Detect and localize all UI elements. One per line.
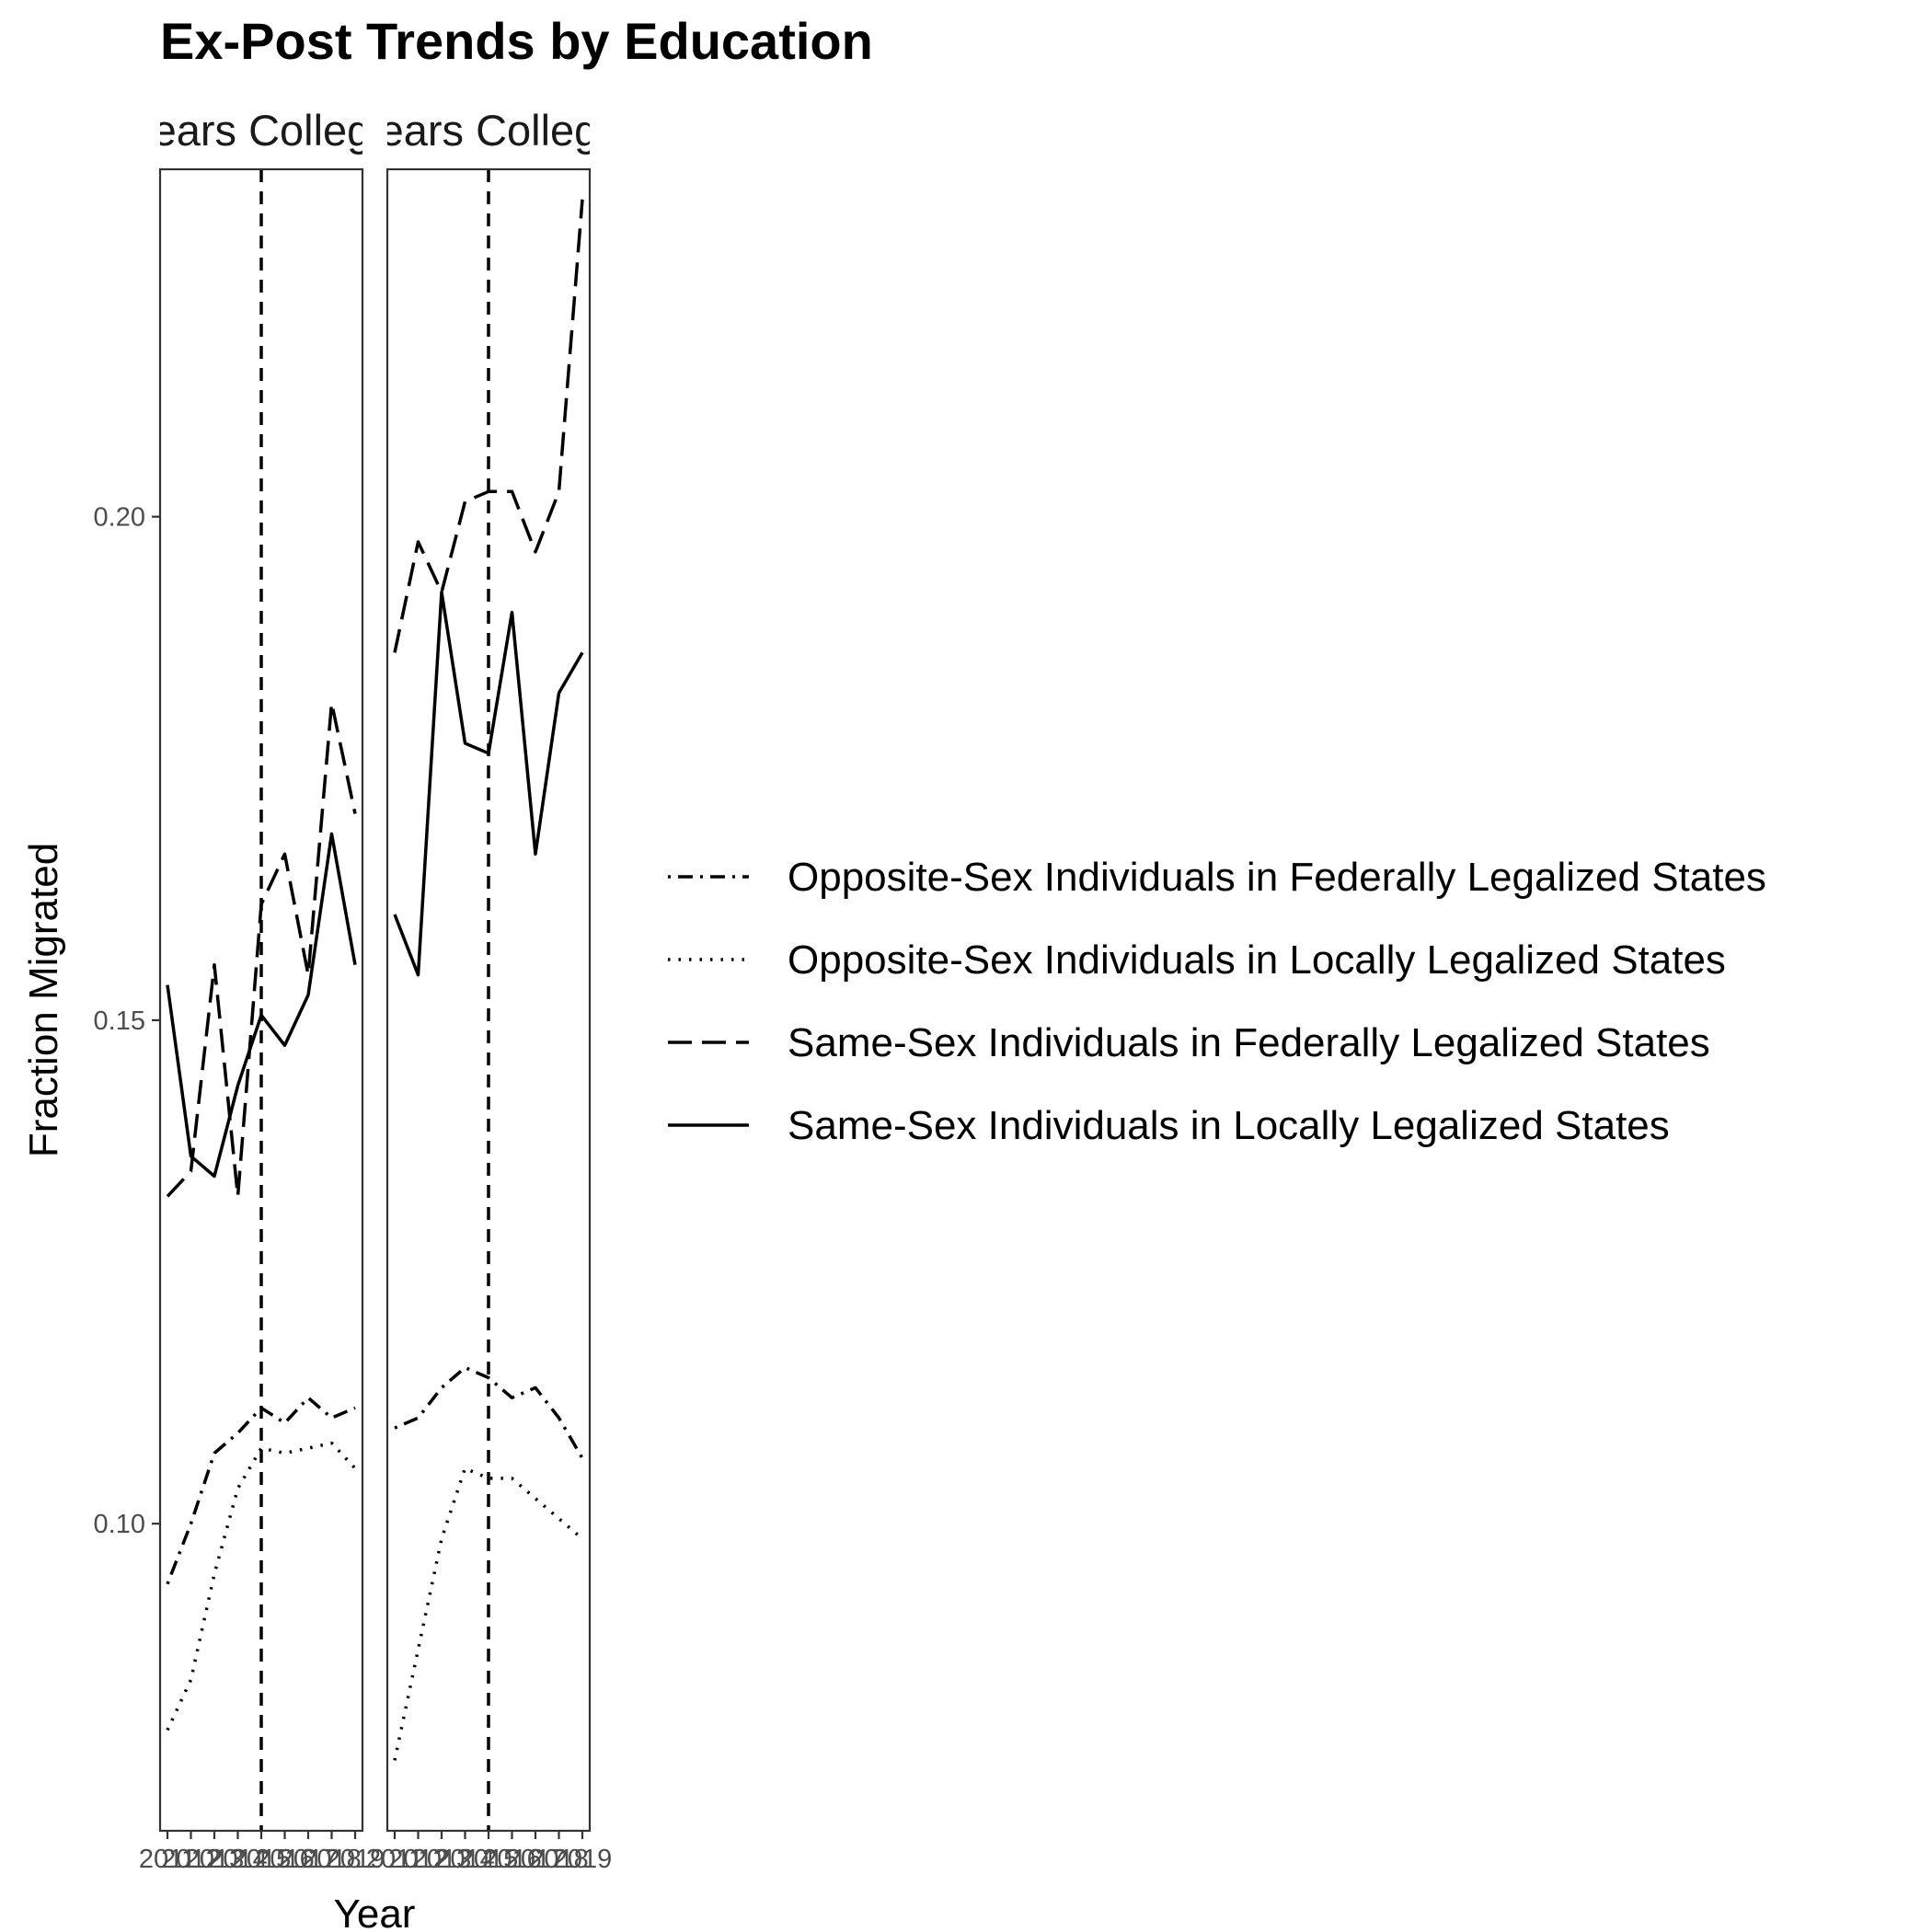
series-line bbox=[166, 1396, 356, 1585]
x-tick-label: 2015 bbox=[232, 1845, 292, 1874]
legend-label: Same-Sex Individuals in Locally Legalize… bbox=[788, 1103, 1670, 1148]
x-tick-label: 2014 bbox=[208, 1845, 268, 1874]
y-tick-label: 0.10 bbox=[94, 1510, 145, 1539]
series-line bbox=[393, 199, 584, 653]
facet-strip-label: Years College bbox=[355, 106, 623, 155]
legend-label: Opposite-Sex Individuals in Locally Lega… bbox=[788, 937, 1726, 983]
y-axis: 0.10 0.15 0.20 bbox=[94, 503, 160, 1539]
x-axis-label: Year bbox=[334, 1892, 416, 1932]
facet-panels: Years College201120122013201420152016201… bbox=[128, 106, 623, 1874]
x-tick-label: 2016 bbox=[255, 1845, 315, 1874]
facet-panel-1: Years College201120122013201420152016201… bbox=[128, 106, 396, 1874]
legend-label: Same-Sex Individuals in Federally Legali… bbox=[788, 1020, 1710, 1065]
x-tick-label: 2014 bbox=[435, 1845, 495, 1874]
legend-item: Opposite-Sex Individuals in Locally Lega… bbox=[668, 937, 1726, 983]
x-tick-label: 2017 bbox=[279, 1845, 339, 1874]
x-tick-label: 2013 bbox=[412, 1845, 472, 1874]
legend: Opposite-Sex Individuals in Federally Le… bbox=[668, 855, 1766, 1148]
x-tick-label: 2018 bbox=[302, 1845, 362, 1874]
legend-item: Same-Sex Individuals in Federally Legali… bbox=[668, 1020, 1710, 1065]
x-tick-label: 2017 bbox=[506, 1845, 566, 1874]
x-tick-label: 2018 bbox=[529, 1845, 589, 1874]
facet-strip-label: Years College bbox=[128, 106, 396, 155]
y-tick-label: 0.15 bbox=[94, 1006, 145, 1036]
y-tick-label: 0.20 bbox=[94, 503, 145, 533]
x-tick-label: 2019 bbox=[326, 1845, 385, 1874]
legend-item: Same-Sex Individuals in Locally Legalize… bbox=[668, 1103, 1670, 1148]
y-axis-label: Fraction Migrated bbox=[21, 843, 66, 1157]
series-line bbox=[394, 1365, 584, 1459]
x-tick-label: 2012 bbox=[388, 1845, 448, 1874]
x-tick-label: 2013 bbox=[185, 1845, 245, 1874]
x-tick-label: 2011 bbox=[366, 1845, 423, 1874]
x-tick-label: 2016 bbox=[482, 1845, 542, 1874]
x-tick-label: 2011 bbox=[139, 1845, 196, 1874]
series-line bbox=[393, 590, 584, 977]
legend-item: Opposite-Sex Individuals in Federally Le… bbox=[668, 855, 1766, 900]
x-tick-label: 2019 bbox=[553, 1845, 613, 1874]
chart-title: Ex-Post Trends by Education bbox=[160, 12, 873, 70]
legend-label: Opposite-Sex Individuals in Federally Le… bbox=[788, 855, 1766, 900]
x-tick-label: 2015 bbox=[459, 1845, 519, 1874]
facet-panel-2: Years College201120122013201420152016201… bbox=[355, 106, 623, 1874]
x-tick-label: 2012 bbox=[161, 1845, 221, 1874]
